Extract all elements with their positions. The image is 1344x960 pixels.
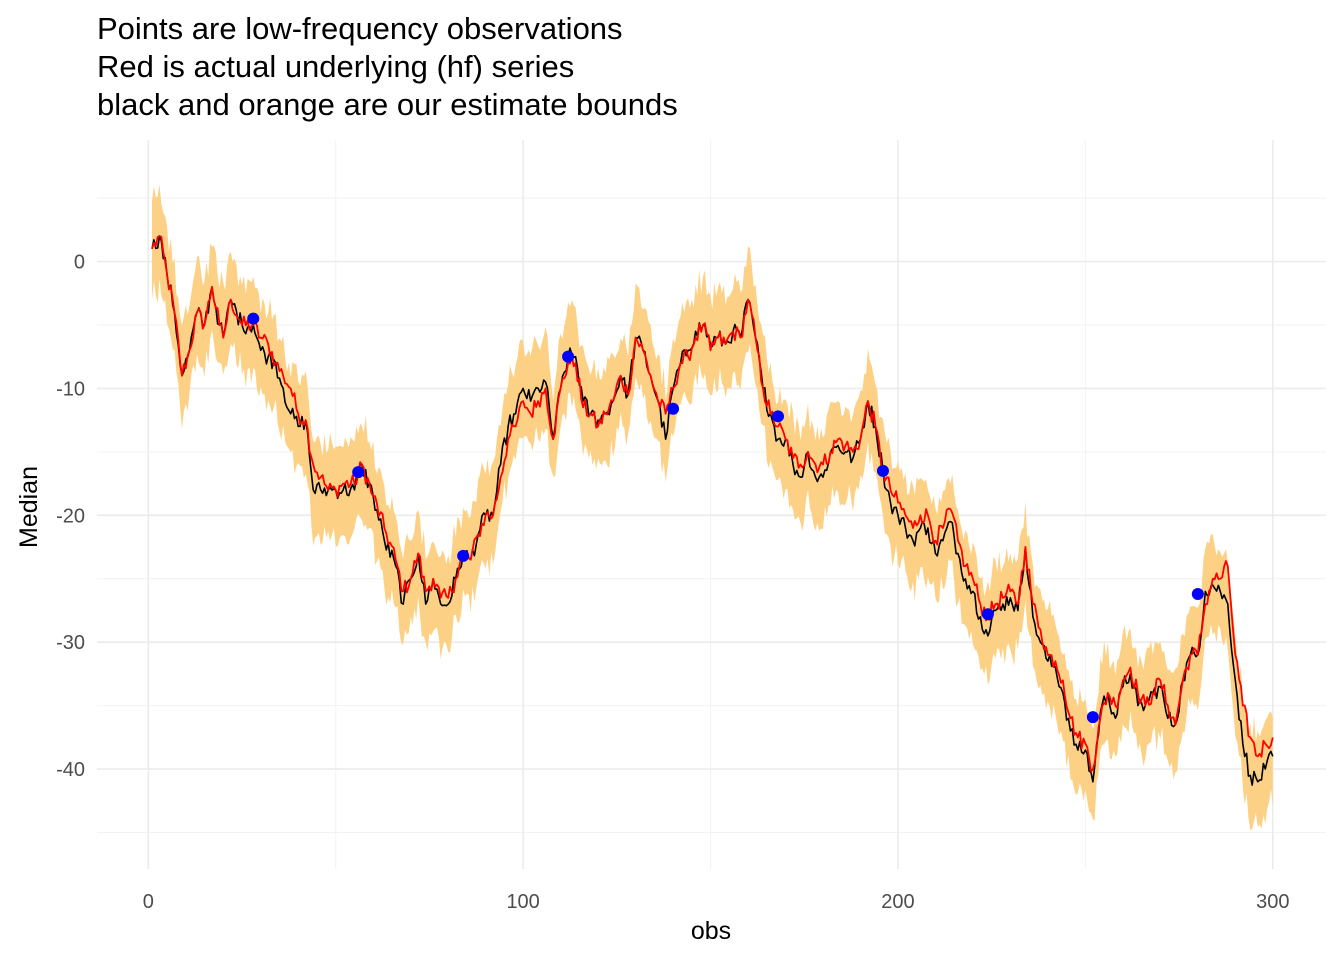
y-tick-labels: 0 -10 -20 -30 -40 — [56, 252, 85, 782]
y-tick-label: 0 — [74, 252, 85, 274]
observation-point — [772, 410, 785, 423]
observation-point — [981, 608, 994, 621]
series-lines — [151, 235, 1274, 786]
title-line-1: Points are low-frequency observations — [97, 11, 623, 46]
x-tick-label: 0 — [143, 891, 154, 913]
observation-point — [562, 350, 575, 363]
observation-point — [457, 549, 470, 562]
estimate-band-area — [152, 184, 1273, 831]
x-tick-label: 100 — [506, 891, 539, 913]
observation-points — [247, 312, 1204, 724]
x-tick-label: 200 — [881, 891, 914, 913]
title-line-2: Red is actual underlying (hf) series — [97, 49, 575, 84]
observation-point — [1086, 711, 1099, 724]
grid-minor — [97, 140, 1326, 869]
observation-point — [247, 312, 260, 325]
y-tick-label: -20 — [56, 505, 85, 527]
y-tick-label: -30 — [56, 632, 85, 654]
y-tick-label: -10 — [56, 378, 85, 400]
chart-title: Points are low-frequency observations Re… — [97, 10, 678, 124]
observation-point — [352, 466, 365, 479]
y-axis-label: Median — [15, 466, 43, 548]
observation-point — [876, 464, 889, 477]
estimate-band — [152, 184, 1273, 831]
observation-point — [1191, 587, 1204, 600]
median-estimate-line — [151, 235, 1274, 786]
x-axis-label: obs — [691, 917, 731, 945]
actual-series-line — [151, 235, 1274, 773]
title-line-3: black and orange are our estimate bounds — [97, 87, 678, 122]
grid-major — [97, 140, 1326, 869]
observation-point — [667, 402, 680, 415]
x-tick-labels: 0 100 200 300 — [143, 891, 1290, 913]
y-tick-label: -40 — [56, 759, 85, 781]
x-tick-label: 300 — [1256, 891, 1289, 913]
